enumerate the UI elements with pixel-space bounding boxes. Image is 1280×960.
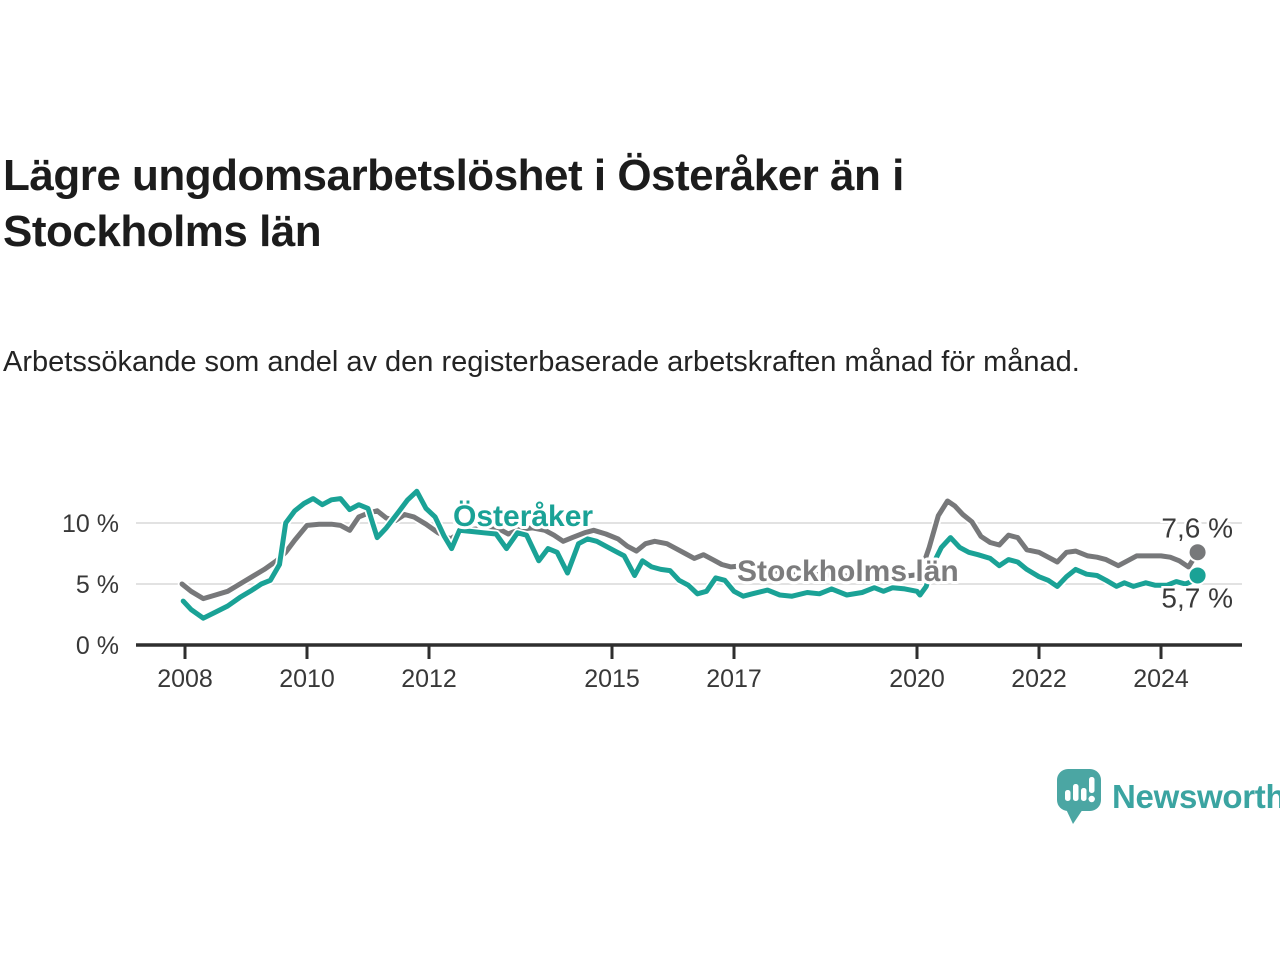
page-title: Lägre ungdomsarbetslöshet i Österåker än…	[3, 151, 904, 256]
bar-chart-speech-bubble-icon	[1057, 769, 1101, 824]
series-label-Stockholms län: Stockholms län	[737, 555, 959, 588]
y-tick-label: 0 %	[76, 632, 119, 660]
x-tick-label: 2024	[1133, 665, 1189, 693]
x-tick-label: 2017	[706, 665, 762, 693]
x-tick-label: 2012	[401, 665, 457, 693]
newsworthy-logo-text: Newsworthy	[1112, 778, 1280, 815]
end-dot-Stockholms län	[1189, 544, 1206, 561]
x-tick-label: 2015	[584, 665, 640, 693]
y-tick-label: 10 %	[62, 510, 119, 538]
x-tick-label: 2022	[1011, 665, 1067, 693]
series-label-Österåker: Österåker	[453, 500, 593, 533]
x-tick-label: 2020	[889, 665, 945, 693]
x-tick-label: 2010	[279, 665, 335, 693]
end-dot-Österåker	[1189, 567, 1206, 584]
line-chart: 2008 2010 2012 2015 2017 2020 2022 2024 0 % 5 % 10…	[62, 487, 1242, 693]
x-tick-label: 2008	[157, 665, 213, 693]
page-subtitle: Arbetssökande som andel av den registerb…	[3, 346, 1080, 378]
series-line-Stockholms län	[179, 498, 1201, 602]
y-tick-label: 5 %	[76, 571, 119, 599]
series-line-Österåker	[180, 488, 1201, 621]
end-value-label-Österåker: 5,7 %	[1161, 582, 1233, 613]
end-value-label-Stockholms län: 7,6 %	[1161, 512, 1233, 543]
newsworthy-branding: Newsworthy	[1056, 768, 1280, 826]
